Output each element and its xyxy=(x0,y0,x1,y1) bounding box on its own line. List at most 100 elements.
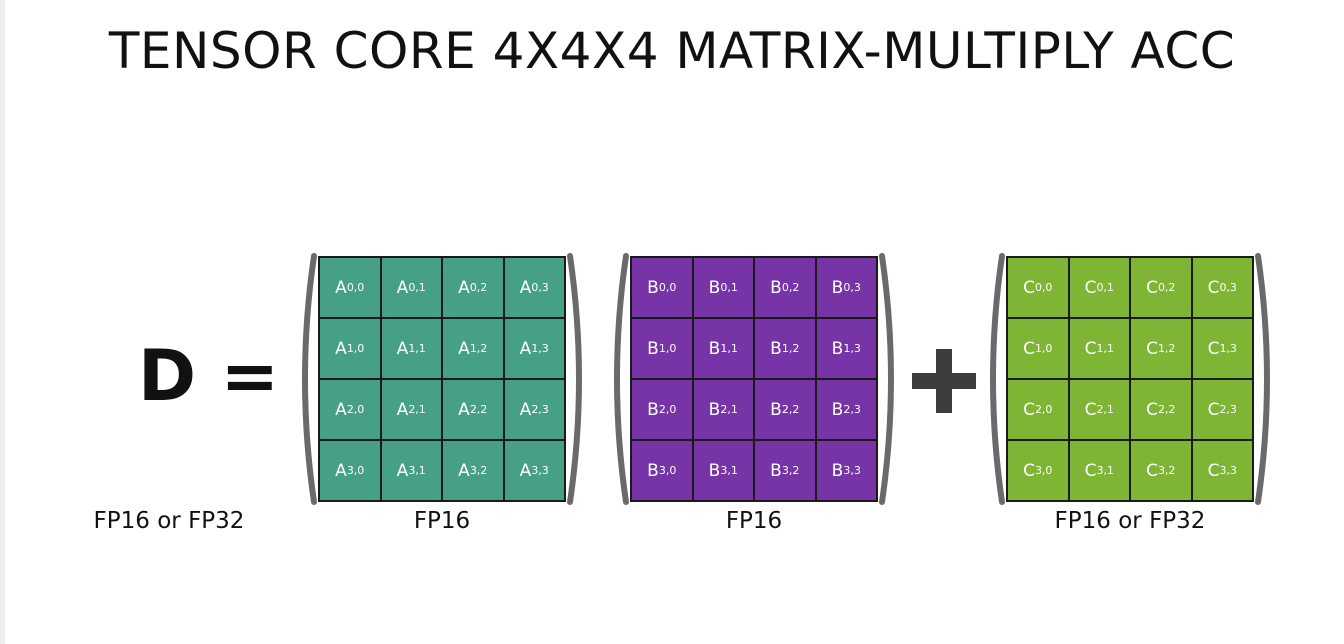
cell-letter: B xyxy=(831,277,844,298)
cell-letter: B xyxy=(708,338,721,359)
diagram-title: TENSOR CORE 4X4X4 MATRIX-MULTIPLY ACC xyxy=(108,22,1236,80)
cell-letter: C xyxy=(1084,338,1097,359)
cell-letter: B xyxy=(770,277,782,298)
matrix-b-cell: B 0,2 xyxy=(755,258,815,317)
matrix-b-cell: B 1,1 xyxy=(693,319,753,378)
matrix-c-cell: C 3,1 xyxy=(1069,441,1129,500)
cell-letter: A xyxy=(335,338,347,359)
matrix-c-cell: C 1,2 xyxy=(1131,319,1191,378)
matrix-a-right-paren-icon xyxy=(567,253,582,505)
matrix-a-cell: A 3,1 xyxy=(381,441,441,500)
matrix-a-type-label: FP16 xyxy=(413,508,471,534)
cell-letter: B xyxy=(647,277,659,298)
cell-letter: A xyxy=(519,399,532,420)
cell-letter: A xyxy=(335,399,347,420)
matrix-b-right-paren-icon xyxy=(879,253,894,505)
matrix-b-cell: B 0,0 xyxy=(632,258,692,317)
matrix-c-cell: C 2,0 xyxy=(1008,380,1068,439)
cell-letter: A xyxy=(335,460,347,481)
cell-letter: B xyxy=(831,338,844,359)
matrix-b-cell: B 2,1 xyxy=(693,380,753,439)
cell-letter: A xyxy=(335,277,347,298)
matrix-b-cell: B 3,2 xyxy=(755,441,815,500)
matrix-b-cell: B 2,0 xyxy=(632,380,692,439)
cell-letter: C xyxy=(1023,338,1035,359)
matrix-b-cell: B 3,3 xyxy=(816,441,876,500)
matrix-b: B 0,0 B 0,1 B 0,2 B 0,3 B 1,0 B 1,1 B 1,2 B 1,3 B 2,0 B 2,1… xyxy=(630,256,878,502)
matrix-b-left-paren-icon xyxy=(614,253,629,505)
matrix-b-cell: B 1,2 xyxy=(755,319,815,378)
cell-letter: B xyxy=(647,338,659,359)
cell-letter: A xyxy=(458,399,470,420)
cell-letter: A xyxy=(519,277,532,298)
matrix-c-cell: C 3,2 xyxy=(1131,441,1191,500)
plus-icon xyxy=(912,349,976,413)
matrix-b-cell: B 3,1 xyxy=(693,441,753,500)
matrix-c-cell: C 0,0 xyxy=(1008,258,1068,317)
matrix-a-cell: A 0,2 xyxy=(443,258,503,317)
matrix-a-cell: A 3,0 xyxy=(320,441,380,500)
cell-letter: C xyxy=(1023,277,1035,298)
cell-letter: B xyxy=(708,277,721,298)
matrix-c-cell: C 0,2 xyxy=(1131,258,1191,317)
matrix-a: A 0,0 A 0,1 A 0,2 A 0,3 A 1,0 A 1,1 A 1,2 A 1,3 A 2,0 A 2,1… xyxy=(318,256,566,502)
cell-letter: C xyxy=(1207,399,1220,420)
matrix-b-cell: B 1,0 xyxy=(632,319,692,378)
matrix-c-cell: C 1,1 xyxy=(1069,319,1129,378)
matrix-b-type-label: FP16 xyxy=(725,508,783,534)
matrix-c-cell: C 2,3 xyxy=(1192,380,1252,439)
matrix-c-right-paren-icon xyxy=(1255,253,1270,505)
result-d-type-label: FP16 or FP32 xyxy=(93,508,245,534)
matrix-c-cell: C 1,0 xyxy=(1008,319,1068,378)
matrix-c-cell: C 2,1 xyxy=(1069,380,1129,439)
cell-letter: C xyxy=(1146,338,1158,359)
matrix-c-cell: C 2,2 xyxy=(1131,380,1191,439)
cell-letter: B xyxy=(647,460,659,481)
cell-letter: B xyxy=(647,399,659,420)
cell-letter: A xyxy=(396,277,409,298)
matrix-b-cell: B 3,0 xyxy=(632,441,692,500)
cell-letter: C xyxy=(1084,399,1097,420)
cell-letter: C xyxy=(1084,277,1097,298)
matrix-c-cell: C 0,3 xyxy=(1192,258,1252,317)
matrix-a-cell: A 2,0 xyxy=(320,380,380,439)
matrix-b-cell: B 2,3 xyxy=(816,380,876,439)
matrix-c-type-label: FP16 or FP32 xyxy=(1054,508,1206,534)
cell-letter: A xyxy=(519,338,532,359)
cell-letter: C xyxy=(1146,460,1158,481)
cell-letter: A xyxy=(458,338,470,359)
cell-letter: B xyxy=(708,460,721,481)
matrix-b-cell: B 0,1 xyxy=(693,258,753,317)
matrix-a-cell: A 3,2 xyxy=(443,441,503,500)
cell-letter: A xyxy=(458,277,470,298)
matrix-c-cell: C 0,1 xyxy=(1069,258,1129,317)
matrix-c: C 0,0 C 0,1 C 0,2 C 0,3 C 1,0 C 1,1 C 1,2 C 1,3 C 2,0 C 2,1… xyxy=(1006,256,1254,502)
matrix-a-cell: A 3,3 xyxy=(504,441,564,500)
matrix-c-cell: C 1,3 xyxy=(1192,319,1252,378)
matrix-a-cell: A 2,1 xyxy=(381,380,441,439)
cell-letter: A xyxy=(458,460,470,481)
cell-letter: C xyxy=(1207,277,1220,298)
matrix-a-cell: A 2,2 xyxy=(443,380,503,439)
cell-letter: C xyxy=(1207,460,1220,481)
cell-letter: C xyxy=(1023,460,1035,481)
cell-letter: C xyxy=(1207,338,1220,359)
cell-letter: A xyxy=(396,338,409,359)
matrix-a-cell: A 1,2 xyxy=(443,319,503,378)
matrix-a-cell: A 0,1 xyxy=(381,258,441,317)
matrix-a-cell: A 1,0 xyxy=(320,319,380,378)
cell-letter: B xyxy=(831,460,844,481)
cell-letter: B xyxy=(831,399,844,420)
cell-letter: C xyxy=(1146,399,1158,420)
matrix-a-cell: A 0,3 xyxy=(504,258,564,317)
matrix-b-cell: B 2,2 xyxy=(755,380,815,439)
matrix-a-cell: A 2,3 xyxy=(504,380,564,439)
matrix-a-cell: A 1,1 xyxy=(381,319,441,378)
matrix-a-cell: A 0,0 xyxy=(320,258,380,317)
matrix-c-cell: C 3,3 xyxy=(1192,441,1252,500)
cell-letter: B xyxy=(770,338,782,359)
cell-letter: A xyxy=(396,399,409,420)
cell-letter: B xyxy=(770,399,782,420)
matrix-b-cell: B 1,3 xyxy=(816,319,876,378)
result-d-equals: D = xyxy=(138,335,280,417)
